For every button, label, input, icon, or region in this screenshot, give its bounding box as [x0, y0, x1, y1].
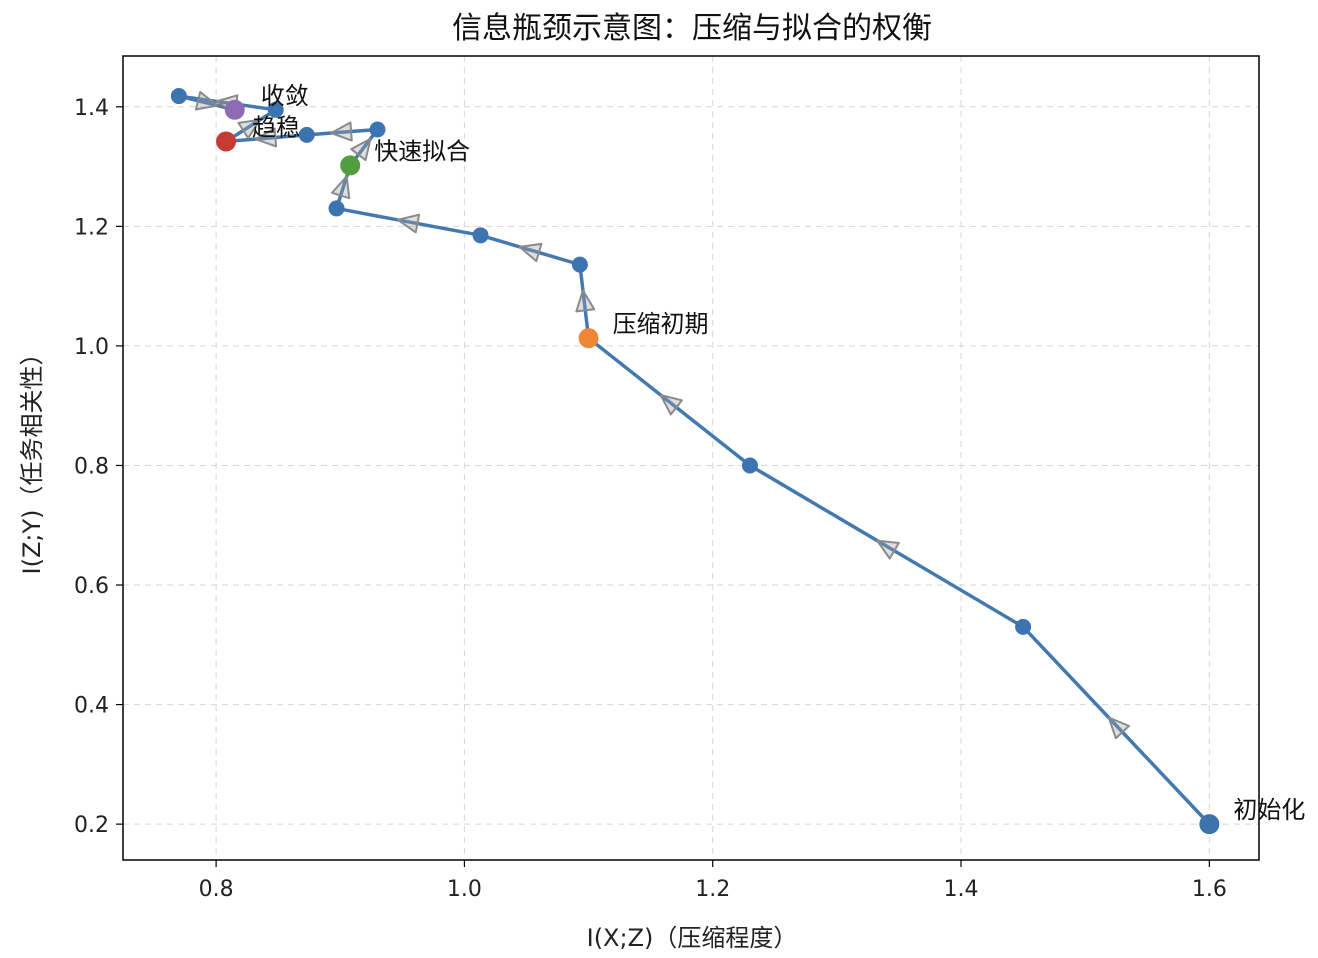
x-tick-label: 1.0: [447, 877, 482, 902]
direction-arrow: [254, 127, 278, 148]
direction-arrow: [350, 137, 372, 162]
series-line-group: [177, 94, 1212, 826]
x-tick-label: 0.8: [199, 877, 234, 902]
stage-marker: [224, 99, 245, 120]
y-tick-label: 0.2: [74, 813, 109, 838]
stage-marker: [216, 131, 237, 152]
data-point: [571, 256, 588, 273]
plot-frame: [122, 55, 1260, 861]
stage-label: 快速拟合: [374, 137, 470, 165]
direction-arrow: [396, 213, 421, 234]
direction-arrow: [575, 289, 596, 313]
data-point: [369, 121, 386, 138]
x-tick-label: 1.4: [944, 877, 979, 902]
data-point: [267, 101, 284, 118]
ticks: 0.8 1.0 1.2 1.4 1.6 0.2 0.4 0.6 0.8 1.0 1.2 1.4: [74, 96, 1227, 902]
stage-label: 收敛: [261, 82, 309, 110]
direction-arrow: [876, 539, 900, 560]
direction-arrow: [237, 118, 262, 140]
y-tick-label: 1.2: [74, 215, 109, 240]
stage-marker: [578, 328, 599, 349]
direction-arrows: [194, 91, 1130, 740]
stage-marker: [340, 155, 361, 176]
x-axis-title: I(X;Z)（压缩程度）: [587, 924, 798, 952]
data-points: [170, 88, 1218, 833]
direction-arrow: [331, 175, 351, 200]
y-tick-label: 0.4: [74, 694, 109, 719]
data-point: [472, 227, 489, 244]
grid: [123, 56, 1259, 860]
direction-arrow: [1107, 716, 1130, 740]
data-point: [328, 200, 345, 217]
y-tick-label: 1.4: [74, 96, 109, 121]
stage-label: 压缩初期: [613, 310, 709, 338]
data-point: [298, 126, 315, 143]
trajectory-line: [177, 94, 1212, 826]
stage-marker: [1199, 814, 1220, 835]
y-axis-title: I(Z;Y)（任务相关性）: [18, 342, 46, 575]
direction-arrow: [330, 121, 353, 142]
direction-arrow: [194, 91, 219, 111]
data-point: [170, 88, 187, 105]
y-tick-label: 0.6: [74, 574, 109, 599]
direction-arrow: [518, 242, 543, 263]
stage-label: 初始化: [1233, 796, 1305, 824]
x-tick-label: 1.2: [695, 877, 730, 902]
direction-arrow: [659, 393, 683, 416]
chart-title: 信息瓶颈示意图：压缩与拟合的权衡: [452, 11, 932, 46]
y-tick-label: 0.8: [74, 454, 109, 479]
annotations: 初始化 压缩初期 快速拟合 趋稳 收敛: [216, 82, 1305, 835]
y-tick-label: 1.0: [74, 335, 109, 360]
stage-label: 趋稳: [252, 113, 300, 141]
data-point: [1015, 618, 1032, 635]
data-point: [741, 457, 758, 474]
x-tick-label: 1.6: [1192, 877, 1227, 902]
